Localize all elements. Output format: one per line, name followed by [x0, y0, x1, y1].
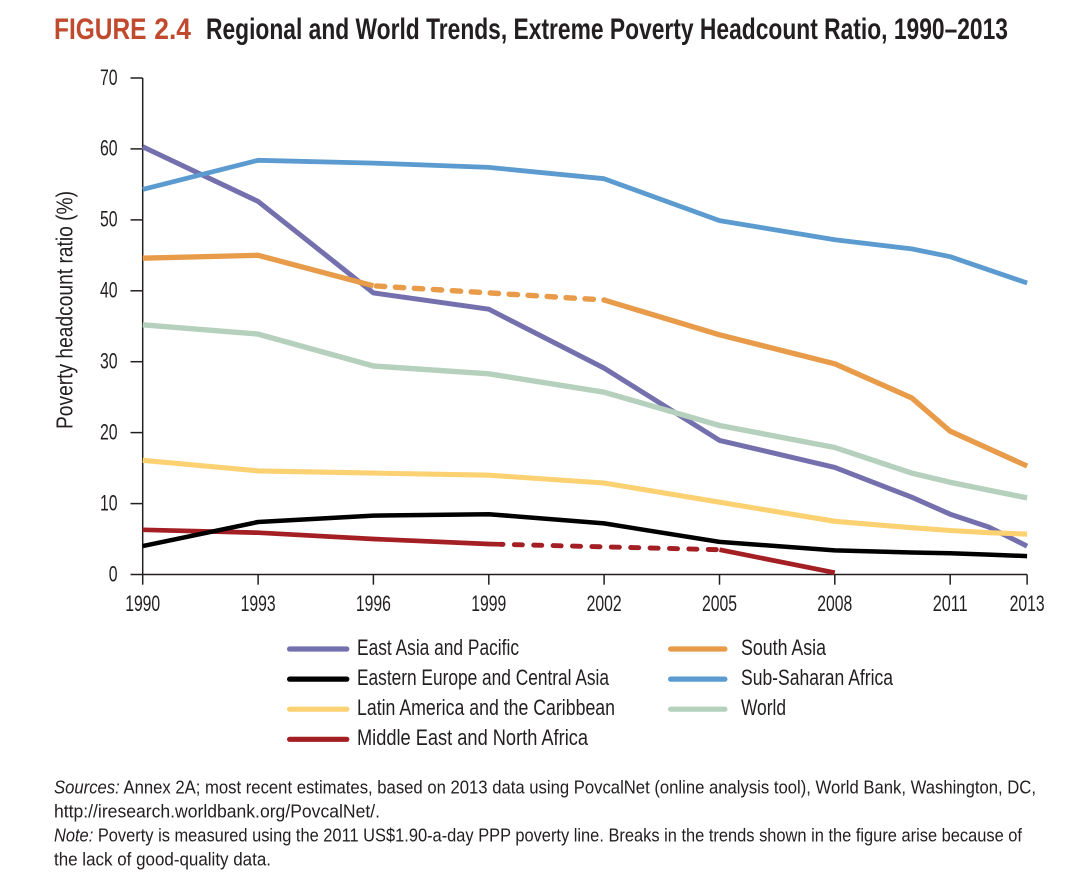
svg-text:http://iresearch.worldbank.org: http://iresearch.worldbank.org/PovcalNet…: [54, 802, 380, 822]
svg-text:Eastern Europe and Central Asi: Eastern Europe and Central Asia: [357, 665, 610, 690]
svg-text:Sub-Saharan Africa: Sub-Saharan Africa: [741, 665, 894, 690]
svg-text:40: 40: [100, 278, 118, 303]
svg-text:1990: 1990: [125, 591, 160, 616]
svg-text:1996: 1996: [356, 591, 391, 616]
svg-text:South Asia: South Asia: [741, 635, 827, 660]
svg-text:World: World: [741, 695, 786, 720]
svg-text:1999: 1999: [471, 591, 506, 616]
svg-text:1993: 1993: [241, 591, 276, 616]
svg-text:Poverty headcount ratio (%): Poverty headcount ratio (%): [52, 191, 78, 429]
svg-text:0: 0: [109, 561, 118, 586]
svg-text:10: 10: [100, 490, 118, 515]
svg-text:Middle East and North Africa: Middle East and North Africa: [357, 725, 589, 750]
svg-text:2008: 2008: [817, 591, 852, 616]
svg-text:2005: 2005: [702, 591, 737, 616]
svg-text:FIGURE: FIGURE: [54, 13, 147, 46]
svg-text:the lack of good-quality data.: the lack of good-quality data.: [54, 850, 271, 870]
svg-text:Note: Poverty is measured usin: Note: Poverty is measured using the 2011…: [54, 826, 1023, 846]
svg-text:Latin America and the Caribbea: Latin America and the Caribbean: [357, 695, 615, 720]
svg-text:Regional and World Trends, Ext: Regional and World Trends, Extreme Pover…: [206, 13, 1008, 46]
svg-text:2013: 2013: [1010, 591, 1045, 616]
svg-text:2002: 2002: [587, 591, 622, 616]
svg-text:2.4: 2.4: [154, 13, 191, 46]
svg-text:East Asia and Pacific: East Asia and Pacific: [357, 635, 519, 660]
svg-text:2011: 2011: [933, 591, 968, 616]
svg-text:Sources: Annex 2A; most recent: Sources: Annex 2A; most recent estimates…: [54, 778, 1036, 798]
svg-text:20: 20: [100, 419, 118, 444]
svg-text:30: 30: [100, 349, 118, 374]
svg-text:70: 70: [100, 65, 118, 90]
svg-text:60: 60: [100, 136, 118, 161]
svg-text:50: 50: [100, 207, 118, 232]
